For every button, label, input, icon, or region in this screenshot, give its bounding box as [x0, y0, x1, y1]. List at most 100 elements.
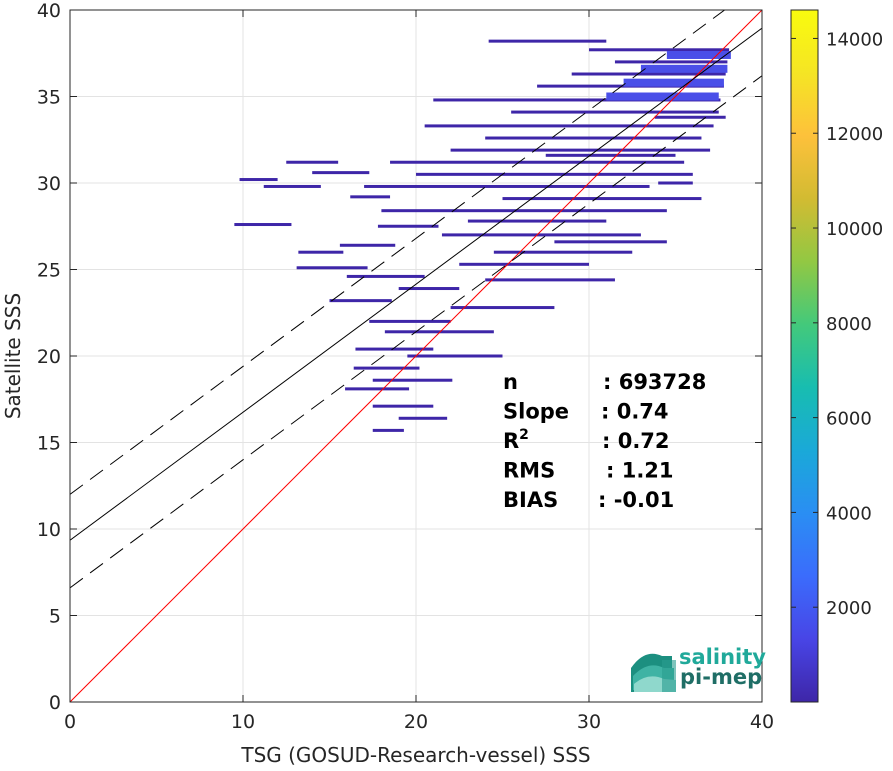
identity-line: [70, 10, 762, 702]
logo-line2: pi-mep: [680, 665, 762, 689]
x-axis: 0 10 20 30 40: [64, 10, 774, 733]
colorbar-tick-label: 4000: [826, 503, 872, 524]
density-segment: [398, 287, 460, 291]
x-tick-label: 30: [577, 711, 601, 733]
colorbar-tick-label: 14000: [826, 29, 883, 50]
logo-line1: salinity: [679, 645, 766, 669]
density-segment: [571, 72, 726, 76]
stat-superscript: 2: [519, 427, 529, 443]
x-tick-label: 10: [231, 711, 255, 733]
density-segment: [381, 209, 667, 213]
density-segment: [390, 160, 685, 164]
colorbar-tick-label: 8000: [826, 314, 872, 335]
fit-lines: [70, 10, 762, 702]
x-tick-label: 0: [64, 711, 76, 733]
density-segment: [511, 110, 719, 114]
density-segment: [614, 60, 728, 64]
density-segment: [554, 240, 667, 244]
density-core-segment: [666, 50, 731, 59]
density-segment: [485, 278, 615, 282]
density-segment: [353, 366, 420, 370]
density-segment: [441, 233, 641, 237]
density-segment: [296, 266, 368, 270]
y-tick-label: 35: [37, 87, 61, 109]
density-segment: [384, 330, 494, 334]
stat-value: : 693728: [603, 370, 706, 394]
colorbar-frame: [790, 9, 819, 703]
y-axis-label: Satellite SSS: [1, 293, 25, 419]
density-segment: [364, 184, 650, 188]
density-core-segment: [623, 78, 724, 87]
y-tick-label: 25: [37, 260, 61, 282]
y-tick-label: 30: [37, 173, 61, 195]
stat-label: BIAS: [503, 488, 558, 512]
density-segment: [239, 178, 278, 182]
density-segment: [355, 347, 434, 351]
colorbar-ticks: 2000 4000 6000 8000 10000 12000 14000: [791, 29, 883, 619]
colorbar-tick-label: 2000: [826, 598, 872, 619]
density-segment: [545, 153, 676, 157]
salinity-pi-mep-logo: salinity pi-mep: [631, 645, 766, 692]
density-segment: [312, 171, 370, 175]
regression-upper-line: [70, 10, 726, 495]
density-segment: [377, 224, 439, 228]
density-segment: [450, 148, 711, 152]
density-segment: [298, 250, 344, 254]
x-tick-label: 20: [404, 711, 428, 733]
density-segment: [369, 319, 451, 323]
density-segment: [424, 124, 714, 128]
colorbar: [791, 10, 818, 702]
y-tick-label: 40: [37, 0, 61, 22]
density-segment: [263, 184, 321, 188]
density-segment: [350, 195, 391, 199]
stat-value: : 1.21: [606, 459, 674, 483]
density-segment: [346, 274, 425, 278]
density-segment: [398, 416, 448, 420]
density-segment: [459, 262, 589, 266]
density-segment: [589, 48, 730, 52]
density-segment: [416, 172, 693, 176]
density-core-segment: [606, 92, 719, 101]
y-tick-label: 5: [49, 606, 61, 628]
colorbar-tick-label: 10000: [826, 219, 883, 240]
density-segment: [467, 219, 607, 223]
density-segment: [654, 115, 726, 119]
y-tick-label: 0: [49, 692, 61, 714]
colorbar-tick-label: 12000: [826, 124, 883, 145]
density-segment: [450, 306, 555, 310]
density-segment: [407, 354, 503, 358]
stat-label: RMS: [503, 459, 555, 483]
colorbar-tick-label: 6000: [826, 409, 872, 430]
y-tick-label: 20: [37, 346, 61, 368]
stat-label: Slope: [503, 400, 569, 424]
wave-logo-icon: [631, 653, 676, 692]
density-segment: [372, 378, 453, 382]
density-segment: [485, 136, 702, 140]
density-core-segment: [640, 64, 728, 73]
stat-value: : -0.01: [598, 488, 674, 512]
density-segment: [286, 160, 339, 164]
y-axis: 0 5 10 15 20 25 30 35 40: [37, 0, 762, 714]
x-tick-label: 40: [750, 711, 774, 733]
x-axis-label: TSG (GOSUD-Research-vessel) SSS: [240, 743, 590, 767]
stat-value: : 0.72: [602, 429, 670, 453]
regression-lower-line: [70, 75, 762, 589]
stat-label: n: [503, 370, 518, 394]
density-segment: [345, 387, 410, 391]
density-segment: [433, 98, 721, 102]
density-segment: [493, 250, 633, 254]
regression-line: [70, 27, 762, 541]
density-segment: [658, 181, 693, 185]
density-segment: [502, 197, 702, 201]
y-tick-label: 10: [37, 519, 61, 541]
density-segment: [234, 223, 292, 227]
stat-value: : 0.74: [601, 400, 669, 424]
y-tick-label: 15: [37, 433, 61, 455]
density-segment: [329, 299, 392, 303]
density-layer: [234, 39, 731, 432]
density-segment: [372, 404, 434, 408]
density-segment: [339, 243, 396, 247]
density-segment: [372, 428, 404, 432]
density-segment: [488, 39, 607, 43]
